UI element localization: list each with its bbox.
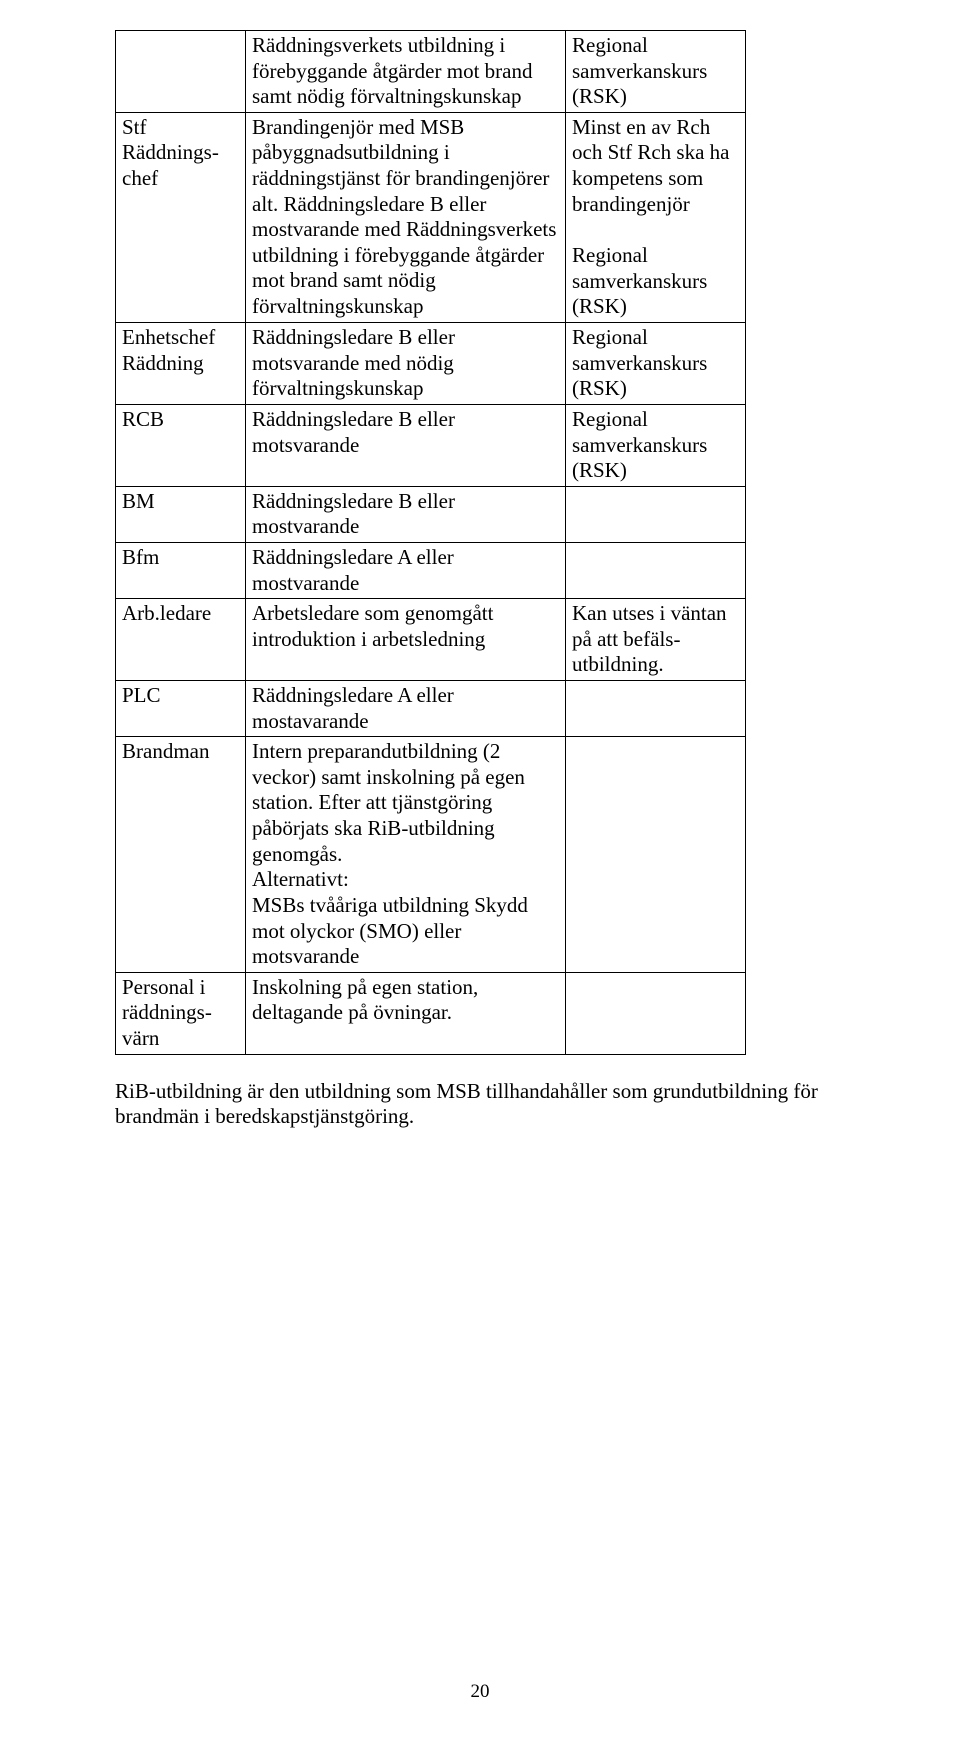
cell-role: PLC [116, 681, 246, 737]
cell-text: Alternativt: [252, 867, 559, 893]
cell-text [572, 217, 739, 243]
cell-role: Enhetschef Räddning [116, 323, 246, 405]
cell-text: Räddningsledare B eller motsvarande med … [252, 325, 559, 402]
cell-text: Arbetsledare som genomgått introduktion … [252, 601, 559, 652]
cell-note: Minst en av Rch och Stf Rch ska ha kompe… [566, 112, 746, 322]
table-row: RCB Räddningsledare B eller motsvarande … [116, 404, 746, 486]
cell-text: Stf Räddnings-chef [122, 115, 239, 192]
cell-note [566, 542, 746, 598]
table-row: Räddningsverkets utbildning i förebyggan… [116, 31, 746, 113]
cell-text: Räddningsledare A eller mostavarande [252, 683, 559, 734]
cell-note: Regional samverkanskurs (RSK) [566, 323, 746, 405]
cell-text: Personal i räddnings-värn [122, 975, 239, 1052]
cell-requirement: Intern preparandutbildning (2 veckor) sa… [246, 737, 566, 972]
cell-role [116, 31, 246, 113]
table-row: Arb.ledare Arbetsledare som genomgått in… [116, 599, 746, 681]
table-row: Bfm Räddningsledare A eller mostvarande [116, 542, 746, 598]
cell-requirement: Räddningsledare B eller mostvarande [246, 486, 566, 542]
cell-requirement: Räddningsledare A eller mostvarande [246, 542, 566, 598]
body-paragraph: RiB-utbildning är den utbildning som MSB… [115, 1079, 845, 1130]
table-row: Stf Räddnings-chef Brandingenjör med MSB… [116, 112, 746, 322]
cell-text: Räddningsledare A eller mostvarande [252, 545, 559, 596]
cell-note: Kan utses i väntan på att befäls-utbildn… [566, 599, 746, 681]
cell-note [566, 486, 746, 542]
cell-role: Bfm [116, 542, 246, 598]
cell-requirement: Räddningsledare B eller motsvarande [246, 404, 566, 486]
cell-role: Brandman [116, 737, 246, 972]
cell-text: RCB [122, 407, 239, 433]
page: Räddningsverkets utbildning i förebyggan… [0, 0, 960, 1743]
table-row: PLC Räddningsledare A eller mostavarande [116, 681, 746, 737]
cell-text: Enhetschef Räddning [122, 325, 239, 376]
table-row: Personal i räddnings-värn Inskolning på … [116, 972, 746, 1054]
cell-text: Regional samverkanskurs (RSK) [572, 33, 739, 110]
table-body: Räddningsverkets utbildning i förebyggan… [116, 31, 746, 1055]
cell-requirement: Räddningsverkets utbildning i förebyggan… [246, 31, 566, 113]
cell-note [566, 972, 746, 1054]
cell-note: Regional samverkanskurs (RSK) [566, 31, 746, 113]
cell-role: Personal i räddnings-värn [116, 972, 246, 1054]
cell-text: Minst en av Rch och Stf Rch ska ha kompe… [572, 115, 739, 217]
cell-requirement: Räddningsledare A eller mostavarande [246, 681, 566, 737]
competence-table: Räddningsverkets utbildning i förebyggan… [115, 30, 746, 1055]
cell-requirement: Brandingenjör med MSB påbyggnadsutbildni… [246, 112, 566, 322]
cell-text: Intern preparandutbildning (2 veckor) sa… [252, 739, 559, 867]
cell-requirement: Räddningsledare B eller motsvarande med … [246, 323, 566, 405]
cell-text: MSBs tvååriga utbildning Skydd mot olyck… [252, 893, 559, 970]
cell-note [566, 737, 746, 972]
cell-text: BM [122, 489, 239, 515]
cell-text: Räddningsledare B eller motsvarande [252, 407, 559, 458]
cell-text: Kan utses i väntan på att befäls-utbildn… [572, 601, 739, 678]
cell-role: RCB [116, 404, 246, 486]
cell-text: Räddningsverkets utbildning i förebyggan… [252, 33, 559, 110]
cell-role: Arb.ledare [116, 599, 246, 681]
cell-note [566, 681, 746, 737]
cell-text: Inskolning på egen station, deltagande p… [252, 975, 559, 1026]
cell-text: Arb.ledare [122, 601, 239, 627]
table-row: Enhetschef Räddning Räddningsledare B el… [116, 323, 746, 405]
page-number: 20 [0, 1680, 960, 1703]
cell-text: PLC [122, 683, 239, 709]
cell-text: Regional samverkanskurs (RSK) [572, 325, 739, 402]
cell-role: Stf Räddnings-chef [116, 112, 246, 322]
cell-text: Brandingenjör med MSB påbyggnadsutbildni… [252, 115, 559, 320]
cell-requirement: Arbetsledare som genomgått introduktion … [246, 599, 566, 681]
table-row: Brandman Intern preparandutbildning (2 v… [116, 737, 746, 972]
cell-text: Bfm [122, 545, 239, 571]
table-row: BM Räddningsledare B eller mostvarande [116, 486, 746, 542]
cell-text: Regional samverkanskurs (RSK) [572, 243, 739, 320]
cell-role: BM [116, 486, 246, 542]
cell-text: Räddningsledare B eller mostvarande [252, 489, 559, 540]
cell-text: Brandman [122, 739, 239, 765]
cell-requirement: Inskolning på egen station, deltagande p… [246, 972, 566, 1054]
cell-note: Regional samverkanskurs (RSK) [566, 404, 746, 486]
cell-text: Regional samverkanskurs (RSK) [572, 407, 739, 484]
